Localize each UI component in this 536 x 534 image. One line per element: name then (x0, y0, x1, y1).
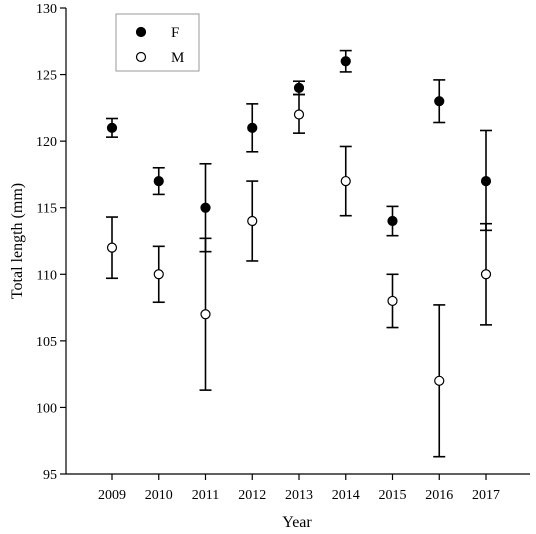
y-tick-label: 125 (36, 69, 57, 84)
x-tick-label: 2016 (425, 488, 453, 503)
point-f (153, 175, 164, 187)
y-axis-label: Total length (mm) (9, 183, 26, 299)
y-tick-label: 120 (36, 135, 57, 150)
point-m (293, 109, 305, 120)
point-f (434, 96, 445, 107)
error-bars (106, 49, 492, 458)
y-tick-label: 100 (36, 401, 57, 416)
y-ticks: 95 100 105 110 115 120 125 130 (36, 2, 66, 483)
x-tick-label: 2009 (98, 488, 126, 503)
legend-marker-m (135, 51, 147, 63)
x-tick-label: 2015 (379, 488, 407, 503)
point-m (387, 295, 398, 307)
legend-label-m: M (171, 50, 184, 66)
x-tick-label: 2011 (192, 488, 219, 503)
y-tick-label: 115 (37, 202, 57, 217)
point-f (387, 215, 398, 227)
y-tick-label: 95 (43, 468, 57, 483)
data-points (106, 56, 492, 386)
legend-marker-f (135, 26, 147, 38)
x-tick-label: 2017 (472, 488, 500, 503)
legend-label-f: F (171, 25, 179, 41)
legend-box (115, 13, 200, 72)
x-ticks: 2009 2010 2011 2012 2013 2014 2015 2016 2017 (98, 474, 500, 503)
point-m (247, 215, 258, 227)
point-m (106, 242, 118, 253)
y-tick-label: 110 (37, 268, 57, 283)
point-f (200, 202, 211, 213)
axes (65, 8, 530, 475)
x-tick-label: 2013 (285, 488, 313, 503)
point-m (200, 309, 211, 320)
point-m (434, 375, 445, 386)
y-tick-label: 105 (36, 335, 57, 350)
point-m (340, 175, 351, 187)
x-tick-label: 2014 (332, 488, 360, 503)
point-m (480, 269, 492, 280)
point-f (293, 82, 305, 93)
x-tick-label: 2010 (145, 488, 173, 503)
point-f (247, 122, 258, 133)
point-m (153, 269, 164, 280)
legend: F M (115, 13, 200, 72)
x-tick-label: 2012 (238, 488, 266, 503)
y-tick-label: 130 (36, 2, 57, 17)
point-f (340, 56, 351, 67)
point-f (480, 175, 492, 187)
x-axis-label: Year (282, 514, 312, 531)
point-f (106, 122, 118, 133)
